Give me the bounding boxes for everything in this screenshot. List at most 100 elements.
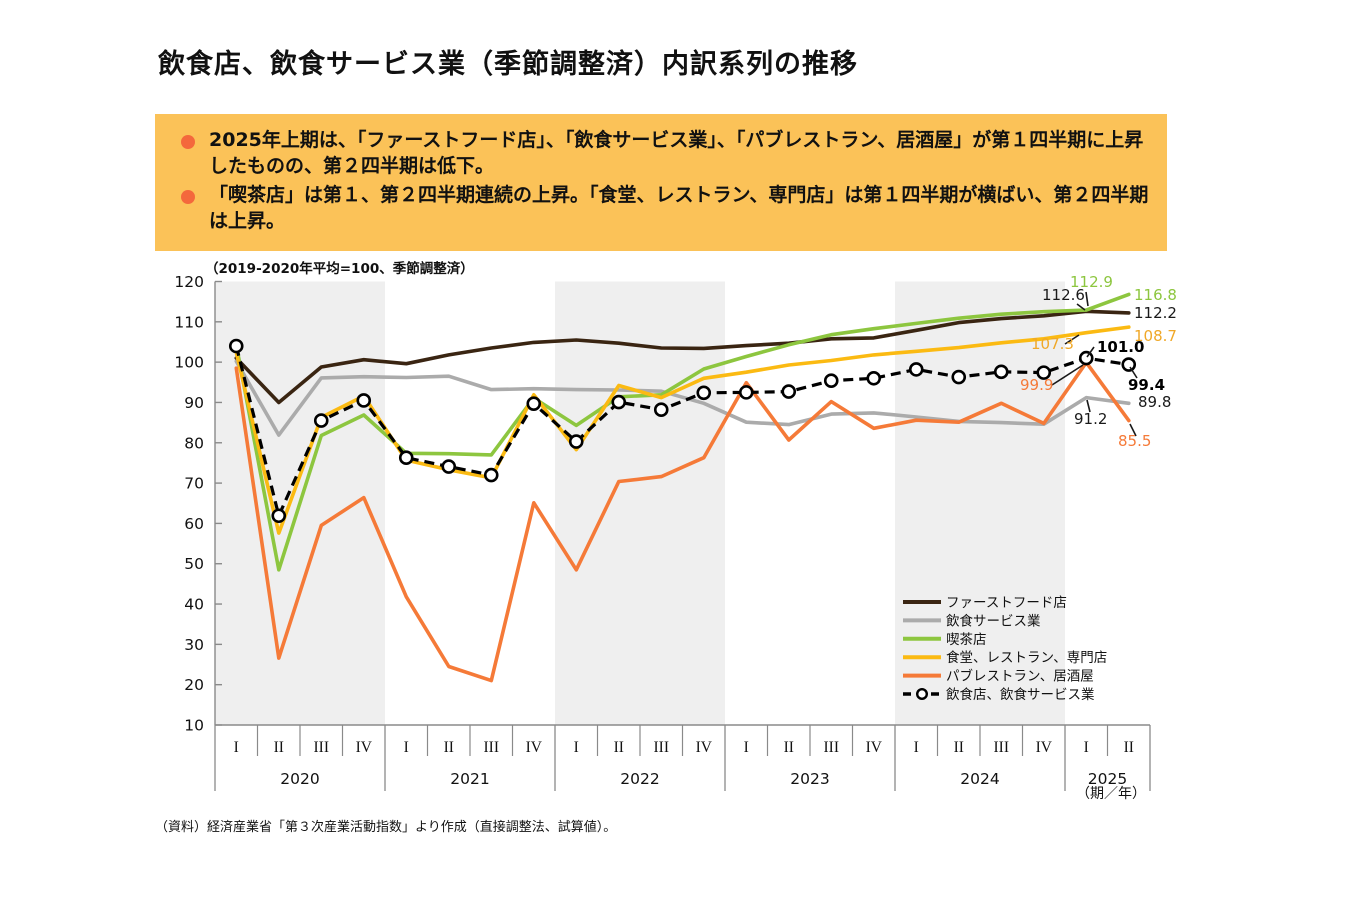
annotation-leader-112.9 <box>1085 291 1089 307</box>
y-tick-label-120: 120 <box>174 273 204 291</box>
series-marker-eating-drinking-total <box>908 362 924 377</box>
series-line-fast-food <box>234 309 1131 405</box>
quarter-label-2023-III: III <box>824 739 840 756</box>
quarter-label-2020-IV: IV <box>356 739 373 756</box>
series-marker-eating-drinking-total <box>1121 357 1137 372</box>
source-note: （資料）経済産業省「第３次産業活動指数」より作成（直接調整法、試算値）。 <box>155 820 617 835</box>
y-tick-label-50: 50 <box>184 555 204 573</box>
y-tick-label-20: 20 <box>184 676 204 694</box>
y-tick-label-70: 70 <box>184 475 204 493</box>
quarter-label-2021-III: III <box>484 739 500 756</box>
quarter-label-2021-IV: IV <box>526 739 543 756</box>
quarter-label-2022-II: II <box>614 739 624 756</box>
y-tick-label-30: 30 <box>184 636 204 654</box>
annotation-107.3: 107.3 <box>1031 335 1074 353</box>
series-marker-eating-drinking-total <box>823 373 839 388</box>
series-marker-eating-drinking-total <box>441 459 457 474</box>
series-marker-eating-drinking-total <box>781 384 797 399</box>
y-tick-label-100: 100 <box>174 354 204 372</box>
summary-box: 2025年上期は、「ファーストフード店」、「飲食サービス業」、「パブレストラン、… <box>155 114 1167 251</box>
legend-label-pub-izakaya: パブレストラン、居酒屋 <box>946 668 1094 685</box>
y-tick-label-110: 110 <box>174 313 204 331</box>
series-line-pub-izakaya <box>234 360 1131 683</box>
annotation-116.8: 116.8 <box>1134 286 1177 304</box>
y-tick-label-90: 90 <box>184 394 204 412</box>
legend <box>903 600 941 701</box>
quarter-label-2022-III: III <box>654 739 670 756</box>
legend-label-eating-drinking-total: 飲食店、飲食サービス業 <box>946 686 1095 703</box>
annotation-leader-99.4 <box>1129 366 1138 379</box>
quarter-label-2025-I: I <box>1084 739 1089 756</box>
series-line-coffee-shops <box>234 292 1131 572</box>
series-marker-eating-drinking-total <box>356 393 372 408</box>
year-label-2021: 2021 <box>450 770 489 788</box>
legend-label-coffee-shops: 喫茶店 <box>946 632 987 648</box>
quarter-label-2023-II: II <box>784 739 794 756</box>
series-marker-eating-drinking-total <box>483 467 499 483</box>
summary-bullet-1: 2025年上期は、「ファーストフード店」、「飲食サービス業」、「パブレストラン、… <box>169 128 1149 179</box>
annotation-108.7: 108.7 <box>1134 327 1177 345</box>
series-marker-eating-drinking-total <box>568 434 584 449</box>
series-marker-eating-drinking-total <box>398 450 414 465</box>
series-marker-eating-drinking-total <box>1078 350 1094 366</box>
series-line-food-services <box>234 359 1131 437</box>
series-marker-eating-drinking-total <box>866 370 882 386</box>
quarter-label-2025-II: II <box>1124 739 1134 756</box>
chart-unit-note: （2019-2020年平均=100、季節調整済） <box>205 261 474 277</box>
annotation-101.0: 101.0 <box>1097 338 1144 356</box>
annotation-91.2: 91.2 <box>1074 410 1107 428</box>
quarter-label-2024-I: I <box>914 739 919 756</box>
y-tick-label-40: 40 <box>184 596 204 614</box>
annotation-99.9: 99.9 <box>1020 376 1053 394</box>
summary-bullet-2: 「喫茶店」は第１、第２四半期連続の上昇。「食堂、レストラン、専門店」は第１四半期… <box>169 183 1149 234</box>
year-label-2024: 2024 <box>960 770 999 788</box>
y-tick-label-10: 10 <box>184 717 204 735</box>
annotation-leader-112.6 <box>1076 303 1086 311</box>
quarter-label-2024-IV: IV <box>1036 739 1053 756</box>
series-marker-eating-drinking-total <box>271 508 287 524</box>
annotation-112.6: 112.6 <box>1042 286 1085 304</box>
quarter-label-2021-I: I <box>404 739 409 756</box>
quarter-label-2024-III: III <box>994 739 1010 756</box>
quarter-label-2022-IV: IV <box>696 739 713 756</box>
series-marker-eating-drinking-total <box>611 394 627 410</box>
annotation-99.4: 99.4 <box>1128 376 1165 394</box>
annotation-leader-101.0 <box>1086 346 1095 358</box>
annotation-leader-91.2 <box>1086 399 1091 413</box>
year-band-2022 <box>555 281 725 725</box>
quarter-label-2021-II: II <box>444 739 454 756</box>
series-marker-eating-drinking-total <box>653 402 669 418</box>
year-band-2024 <box>895 281 1065 725</box>
legend-label-fast-food: ファーストフード店 <box>946 595 1067 611</box>
quarter-label-2020-I: I <box>234 739 239 756</box>
page-title: 飲食店、飲食サービス業（季節調整済）内訳系列の推移 <box>158 49 858 80</box>
bullet-dot-icon <box>181 135 195 149</box>
y-tick-label-60: 60 <box>184 515 204 533</box>
series-marker-eating-drinking-total <box>738 385 754 400</box>
annotation-leader-107.3 <box>1064 334 1080 345</box>
x-axis-unit-note: （期／年） <box>1076 786 1146 802</box>
summary-bullet-2-text: 「喫茶店」は第１、第２四半期連続の上昇。「食堂、レストラン、専門店」は第１四半期… <box>209 184 1149 232</box>
annotation-leader-99.9 <box>1051 364 1084 386</box>
year-label-2025: 2025 <box>1088 770 1127 788</box>
series-marker-eating-drinking-total <box>951 369 967 385</box>
legend-marker-eating-drinking-total <box>916 688 929 701</box>
y-tick-label-80: 80 <box>184 434 204 452</box>
quarter-label-2024-II: II <box>954 739 964 756</box>
legend-label-restaurants: 食堂、レストラン、専門店 <box>946 649 1107 666</box>
annotation-85.5: 85.5 <box>1118 432 1151 450</box>
quarter-label-2023-IV: IV <box>866 739 883 756</box>
series-marker-eating-drinking-total <box>993 364 1009 380</box>
year-label-2023: 2023 <box>790 770 829 788</box>
series-marker-eating-drinking-total <box>1036 365 1052 380</box>
quarter-label-2022-I: I <box>574 739 579 756</box>
quarter-label-2023-I: I <box>744 739 749 756</box>
year-label-2020: 2020 <box>280 770 319 788</box>
series-marker-eating-drinking-total <box>696 385 712 401</box>
annotation-112.2: 112.2 <box>1134 304 1177 322</box>
annotation-89.8: 89.8 <box>1138 393 1171 411</box>
annotation-leader-85.5 <box>1129 423 1137 437</box>
annotation-112.9: 112.9 <box>1070 273 1113 291</box>
